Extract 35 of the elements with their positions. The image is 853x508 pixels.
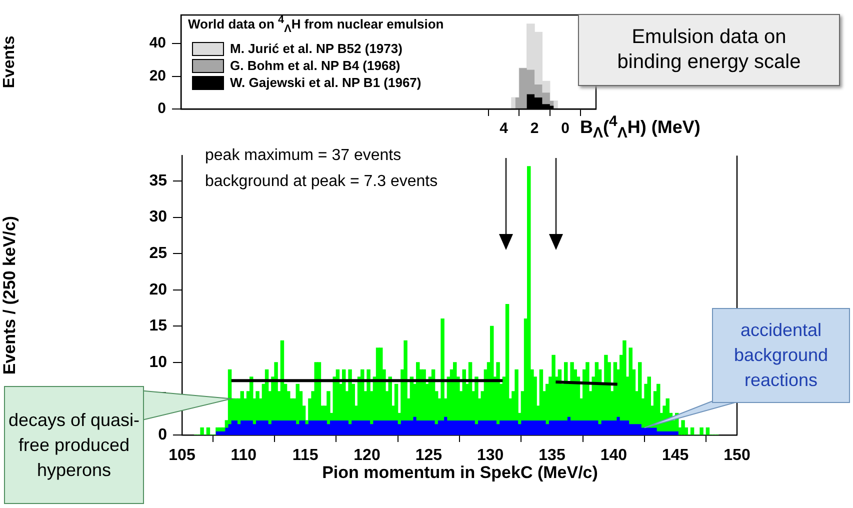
y-tick-label: 20: [149, 281, 168, 298]
legend-label: M. Jurić et al. NP B52 (1973): [230, 40, 402, 56]
x-tick-label: 105: [168, 447, 196, 464]
legend-label: G. Bohm et al. NP B4 (1968): [230, 58, 400, 73]
x-tick-label: 120: [354, 447, 380, 464]
y-tick-label: 30: [149, 208, 168, 226]
y-tick-label: 0: [158, 100, 166, 118]
x-axis-title: Pion momentum in SpekC (MeV/c): [322, 463, 598, 483]
annotation: peak maximum = 37 events: [205, 147, 402, 165]
x-tick-label: 135: [538, 447, 566, 464]
x-tick-label: 145: [662, 447, 689, 464]
x-tick-label: 110: [230, 447, 257, 464]
x-tick-label: 0: [561, 120, 570, 138]
y-axis-title: Events / (250 keV/c): [0, 216, 19, 375]
y-tick-label: 10: [149, 354, 168, 371]
y-tick-label: 20: [149, 67, 166, 84]
x-tick-label: 150: [724, 447, 750, 464]
annotation: background at peak = 7.3 events: [205, 173, 438, 191]
note-box: Emulsion data on binding energy scale: [578, 14, 840, 86]
x-tick-label: 115: [292, 447, 318, 464]
legend-title: World data on $^{4}$$_{Λ}$H from nuclear emulsion: [188, 13, 444, 37]
y-tick-label: 40: [149, 34, 166, 52]
y-tick-label: 15: [149, 318, 168, 335]
x-tick-label: 140: [600, 447, 628, 464]
x-tick-label: 130: [476, 447, 504, 464]
callout-box: decays of quasi-free produced hyperons: [4, 386, 144, 504]
x-tick-label: 4: [500, 120, 509, 138]
x-tick-label: 125: [415, 447, 442, 464]
y-tick-label: 25: [149, 244, 168, 262]
y-tick-label: 35: [149, 172, 168, 190]
y-tick-label: 0: [158, 426, 168, 444]
legend-label: W. Gajewski et al. NP B1 (1967): [230, 74, 422, 90]
y-axis-title: Events: [1, 36, 18, 88]
x-axis-title: B$_{Λ}$($^{4}$$_{Λ}$H) (MeV): [580, 113, 700, 142]
x-tick-label: 2: [530, 120, 539, 138]
